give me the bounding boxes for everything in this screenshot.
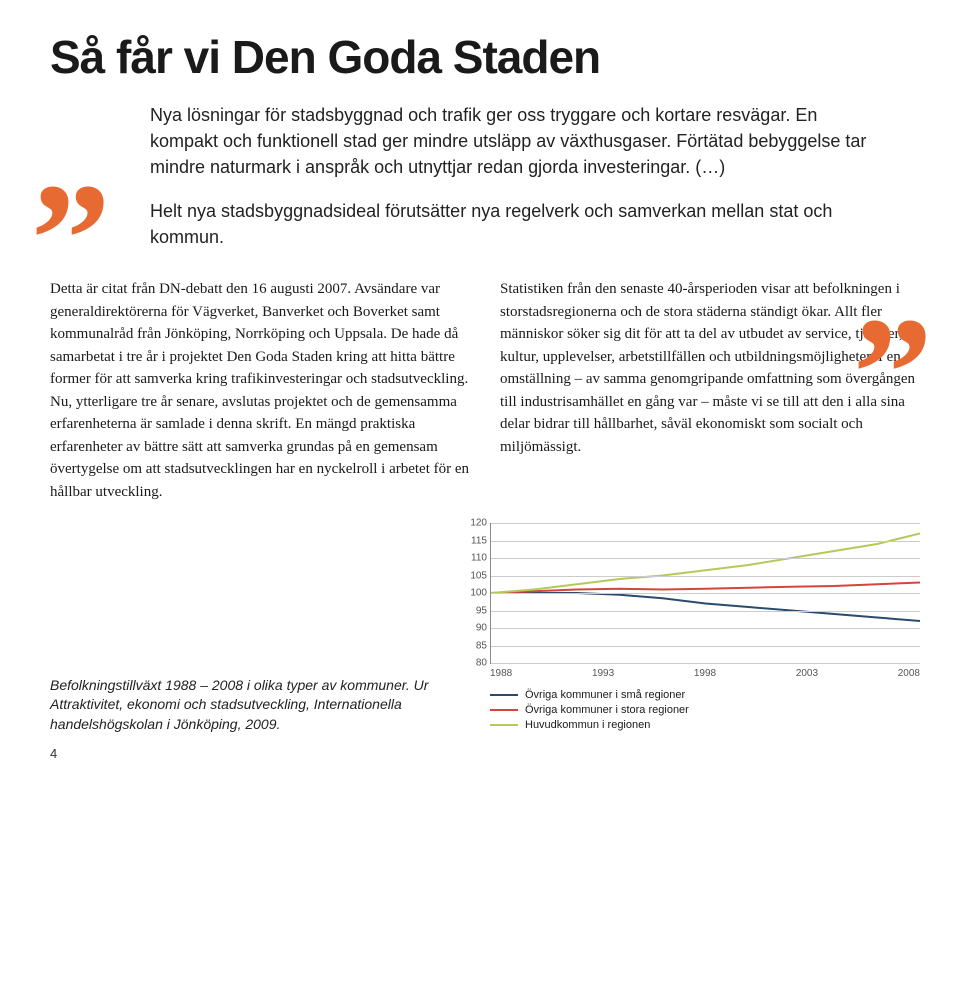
chart-gridline xyxy=(491,663,920,664)
chart-y-tick-label: 115 xyxy=(461,535,487,546)
chart-container: 80859095100105110115120 1988 1993 1998 2003… xyxy=(460,523,920,734)
chart-y-tick-label: 90 xyxy=(461,623,487,634)
quote-text: Nya lösningar för stadsbyggnad och trafi… xyxy=(150,102,880,250)
chart-gridline xyxy=(491,558,920,559)
chart-gridline xyxy=(491,646,920,647)
legend-swatch xyxy=(490,724,518,726)
chart-gridline xyxy=(491,541,920,542)
chart-y-tick-label: 95 xyxy=(461,605,487,616)
chart-x-tick-label: 2008 xyxy=(898,668,920,679)
chart-gridline xyxy=(491,523,920,524)
chart-plot-area: 80859095100105110115120 xyxy=(490,523,920,663)
legend-label: Övriga kommuner i små regioner xyxy=(525,689,685,701)
chart-x-tick-label: 2003 xyxy=(796,668,818,679)
chart-gridline xyxy=(491,628,920,629)
page-title: Så får vi Den Goda Staden xyxy=(50,30,920,84)
chart-x-tick-label: 1998 xyxy=(694,668,716,679)
page-number: 4 xyxy=(50,746,920,761)
chart-series-line xyxy=(491,534,920,594)
legend-swatch xyxy=(490,709,518,711)
chart-caption: Befolkningstillväxt 1988 – 2008 i olika … xyxy=(50,676,430,735)
quote-block: „ Nya lösningar för stadsbyggnad och tra… xyxy=(50,102,920,250)
body-columns: Detta är citat från DN-debatt den 16 aug… xyxy=(50,278,920,503)
chart-x-tick-label: 1988 xyxy=(490,668,512,679)
body-column-left: Detta är citat från DN-debatt den 16 aug… xyxy=(50,278,470,503)
chart-series-line xyxy=(491,593,920,621)
chart-x-axis: 1988 1993 1998 2003 2008 xyxy=(490,663,920,679)
chart-x-tick-label: 1993 xyxy=(592,668,614,679)
chart-y-tick-label: 80 xyxy=(461,658,487,669)
chart-y-tick-label: 120 xyxy=(461,518,487,529)
chart-gridline xyxy=(491,576,920,577)
legend-item: Huvudkommun i regionen xyxy=(490,719,920,731)
quote-paragraph-1: Nya lösningar för stadsbyggnad och trafi… xyxy=(150,102,880,180)
chart-y-tick-label: 110 xyxy=(461,553,487,564)
chart-legend: Övriga kommuner i små regioner Övriga kom… xyxy=(490,689,920,731)
bottom-row: Befolkningstillväxt 1988 – 2008 i olika … xyxy=(50,523,920,734)
legend-item: Övriga kommuner i små regioner xyxy=(490,689,920,701)
chart-y-tick-label: 105 xyxy=(461,570,487,581)
legend-item: Övriga kommuner i stora regioner xyxy=(490,704,920,716)
legend-label: Huvudkommun i regionen xyxy=(525,719,650,731)
chart-y-tick-label: 100 xyxy=(461,588,487,599)
legend-label: Övriga kommuner i stora regioner xyxy=(525,704,689,716)
chart-y-tick-label: 85 xyxy=(461,640,487,651)
legend-swatch xyxy=(490,694,518,696)
chart-gridline xyxy=(491,593,920,594)
chart-gridline xyxy=(491,611,920,612)
quote-paragraph-2: Helt nya stadsbyggnadsideal förutsätter … xyxy=(150,198,880,250)
population-chart: 80859095100105110115120 1988 1993 1998 2003… xyxy=(460,523,920,731)
